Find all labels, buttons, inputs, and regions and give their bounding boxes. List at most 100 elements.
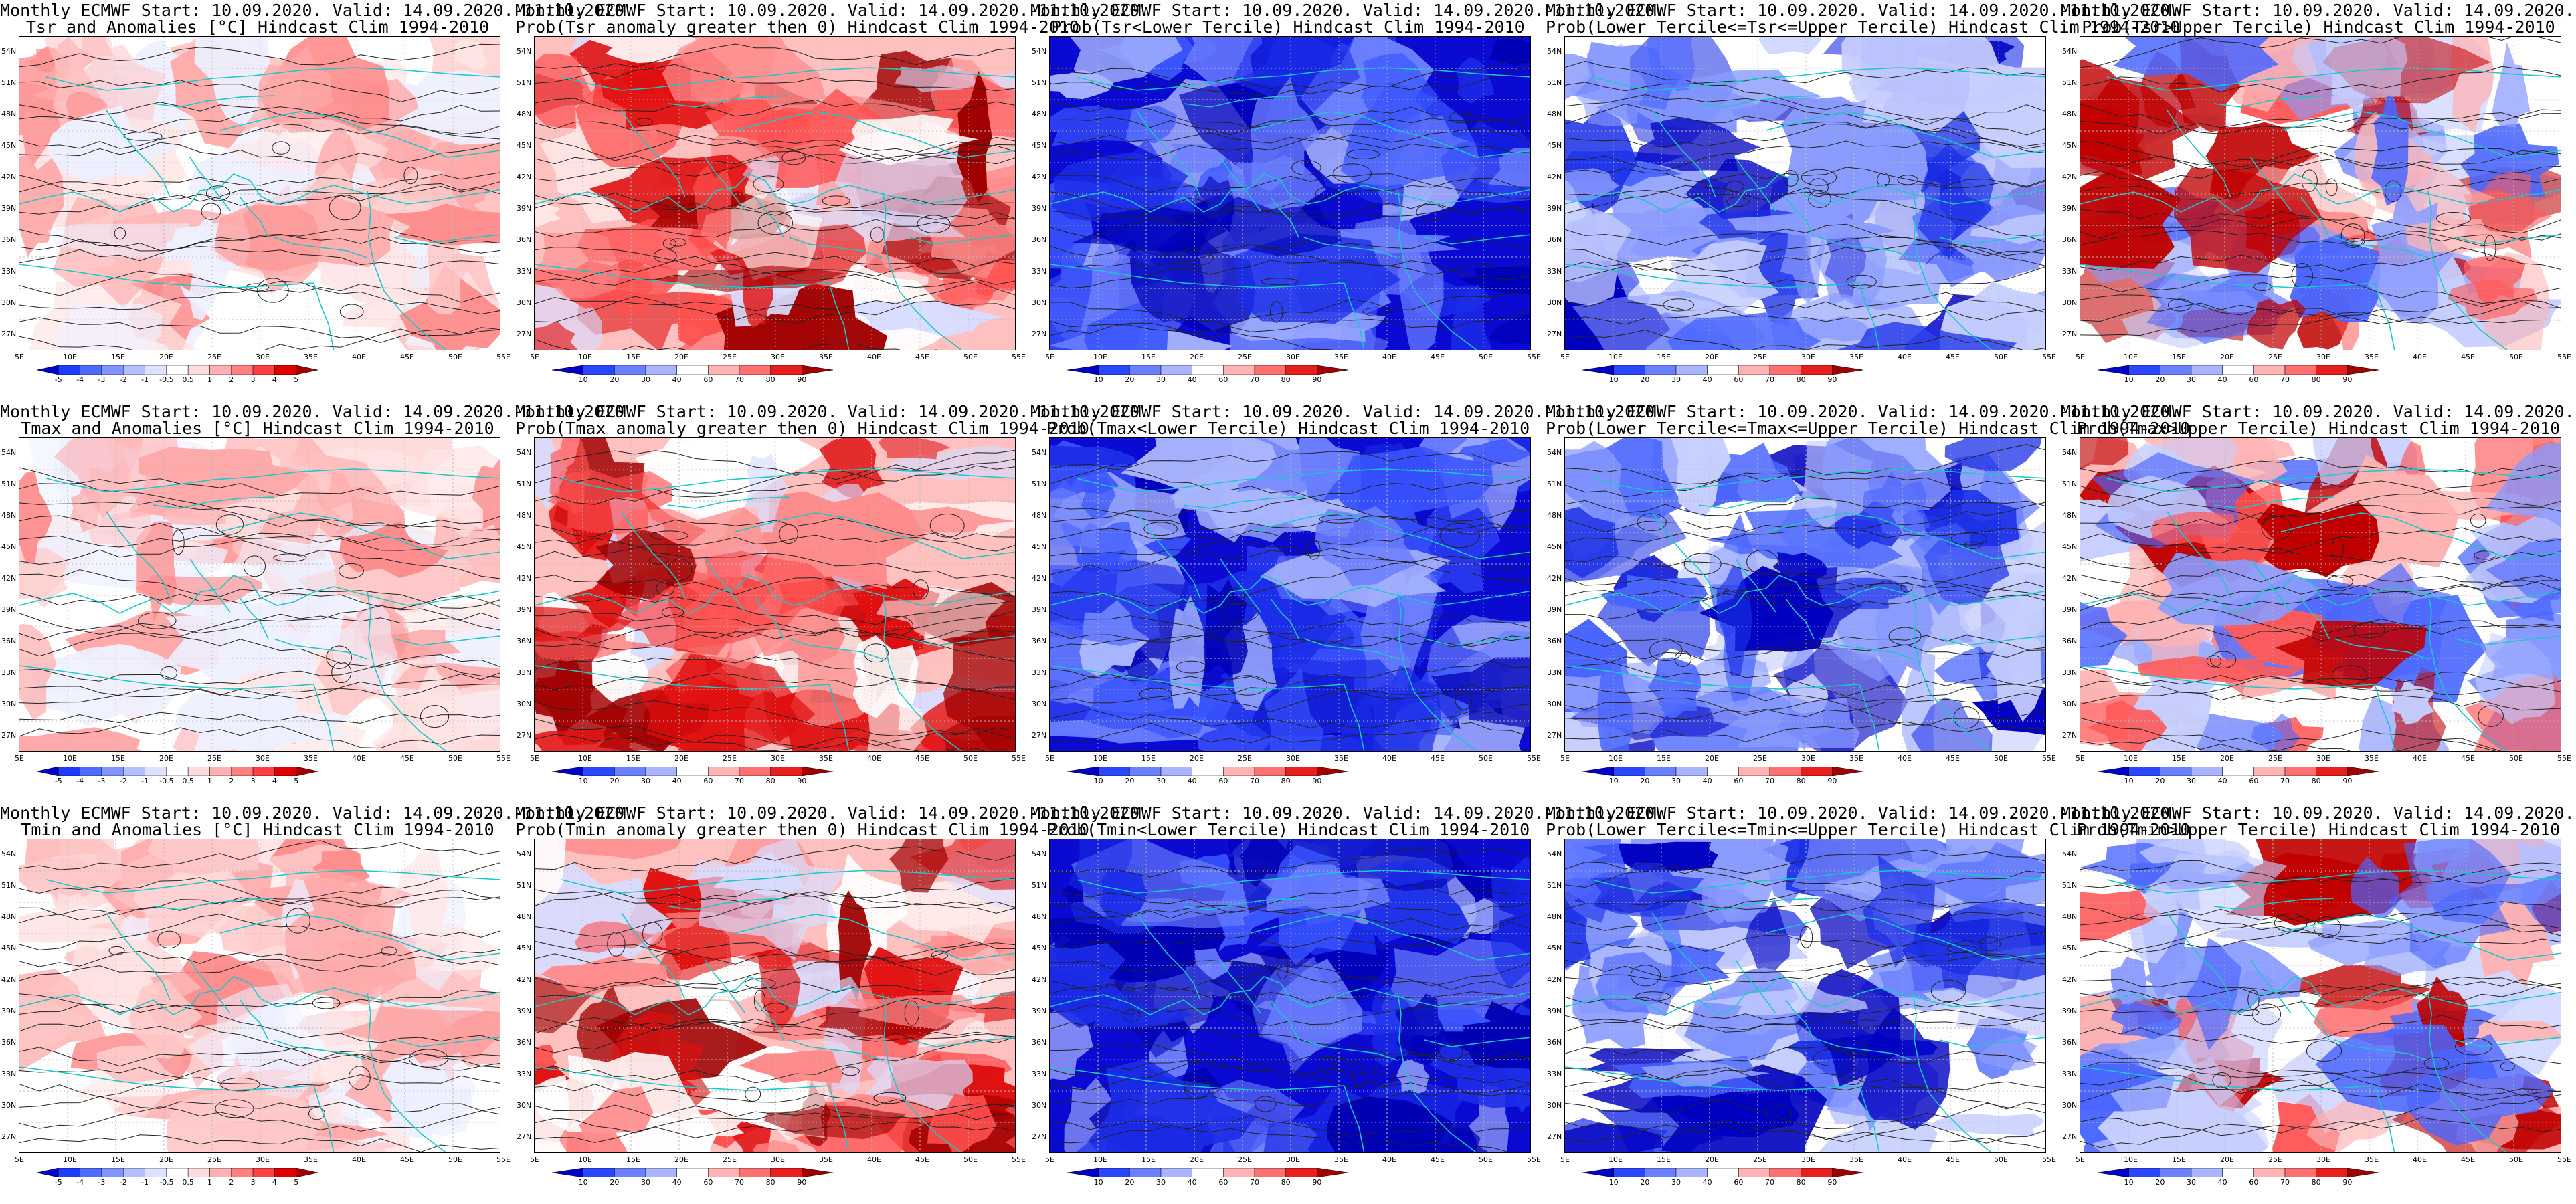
panel-title-line2: Prob(Lower Tercile<=Tsr<=Upper Tercile) … [1546,17,2181,37]
colorbar-tick-label: 3 [250,1178,256,1187]
forecast-map [534,437,1016,752]
colorbar-segment [1675,1168,1708,1177]
colorbar-arrow-right [2347,1168,2379,1177]
contour-ring [1352,1064,1366,1088]
latitude-tick-label: 51N [2062,78,2078,87]
coastline [788,638,883,660]
latitude-tick-label: 33N [2062,668,2078,677]
coastline [2374,282,2395,350]
colorbar-tick-label: 40 [2217,777,2227,785]
shaded-field [1050,555,1181,647]
colorbar-segment [1098,365,1130,375]
contour-line [535,534,1015,559]
latitude-tick-label: 27N [1032,731,1047,740]
coastline [273,237,368,258]
contour-line [535,628,1015,651]
longitude-tick-label: 25E [2268,754,2282,763]
coastline [705,959,746,1014]
colorbar-segment [1738,1168,1770,1177]
map-panel: Monthly ECMWF Start: 10.09.2020. Valid: … [515,803,1149,1204]
contour-line [1565,104,2045,148]
colorbar-tick-label: 70 [735,777,744,785]
colorbar-arrow-left [2098,1168,2129,1177]
longitude-tick-label: 40E [2413,1155,2427,1164]
coastline [153,95,274,108]
shaded-field [128,978,203,1059]
longitude-tick-label: 50E [1994,1155,2008,1164]
coastline [1136,912,1201,1001]
coastline [2167,110,2231,198]
map-panel: Monthly ECMWF Start: 10.09.2020. Valid: … [0,401,635,803]
contour-ring [1261,278,1299,286]
colorbar-tick-label: 10 [2124,375,2134,384]
coastline [189,157,231,211]
colorbar-tick-label: 90 [797,777,807,785]
colorbar-segment [1223,1168,1255,1177]
contour-ring [642,922,663,946]
shaded-field [473,189,500,217]
latitude-tick-label: 45N [2062,141,2078,150]
colorbar-tick-label: 80 [1281,375,1291,384]
contour-ring [329,195,361,221]
contour-ring [331,662,352,684]
latitude-tick-label: 27N [1032,1132,1047,1141]
colorbar-arrow-right [1317,365,1348,375]
contour-ring [1900,582,1913,593]
latitude-tick-label: 33N [1,267,17,276]
contour-line [19,43,500,68]
contour-line [2080,1015,2561,1044]
contour-line [535,193,1015,211]
latitude-tick-label: 42N [1032,574,1047,583]
colorbar-arrow-left [37,767,59,776]
coastline [828,1085,850,1152]
longitude-tick-label: 35E [819,754,833,763]
coastline [535,665,830,690]
shaded-field [2157,552,2322,626]
contour-line [535,134,1015,165]
colorbar-segment [2222,767,2254,776]
contour-ring [1307,539,1321,560]
contour-ring [1346,149,1380,159]
coastline [2454,136,2561,158]
shaded-field [454,39,488,71]
colorbar-arrow-left [552,767,583,776]
longitude-tick-label: 30E [1801,353,1815,361]
shaded-field [284,898,417,1004]
panel-title-line1: Monthly ECMWF Start: 10.09.2020. Valid: … [1030,803,1665,823]
contour-line [1565,583,2045,599]
contour-line [1565,709,2045,742]
longitude-tick-label: 25E [207,754,221,763]
colorbar-segment [58,767,80,776]
coastline [219,111,395,138]
colorbar-tick-label: 90 [2342,375,2353,384]
coastline [2454,939,2561,961]
latitude-tick-label: 27N [517,731,532,740]
colorbar-segment [1223,767,1255,776]
contour-ring [1219,603,1259,623]
coastline [828,282,850,350]
shaded-field [1398,243,1444,350]
longitude-tick-label: 35E [304,353,318,361]
longitude-tick-label: 10E [1093,1155,1107,1164]
shaded-field [2404,1033,2555,1146]
shaded-field [1088,1058,1257,1152]
colorbar-tick-label: 80 [765,777,775,785]
contour-ring [243,555,266,577]
longitude-tick-label: 55E [2042,754,2056,763]
longitude-tick-label: 5E [15,353,24,361]
colorbar-segment [770,365,802,375]
latitude-tick-label: 42N [1,574,17,583]
latitude-tick-label: 54N [517,47,532,56]
colorbar-segment [2191,1168,2223,1177]
contour-line [1565,94,2045,149]
colorbar-tick-label: 60 [1218,777,1228,785]
colorbar-tick-label: -1 [141,375,149,384]
contour-line [1565,890,2045,910]
latitude-tick-label: 42N [517,975,532,984]
contour-ring [917,215,951,233]
latitude-tick-label: 27N [1032,330,1047,338]
panel-title-line1: Monthly ECMWF Start: 10.09.2020. Valid: … [0,402,635,421]
contour-ring [2423,1057,2450,1070]
shaded-field [574,921,654,954]
coastline [2454,538,2561,559]
